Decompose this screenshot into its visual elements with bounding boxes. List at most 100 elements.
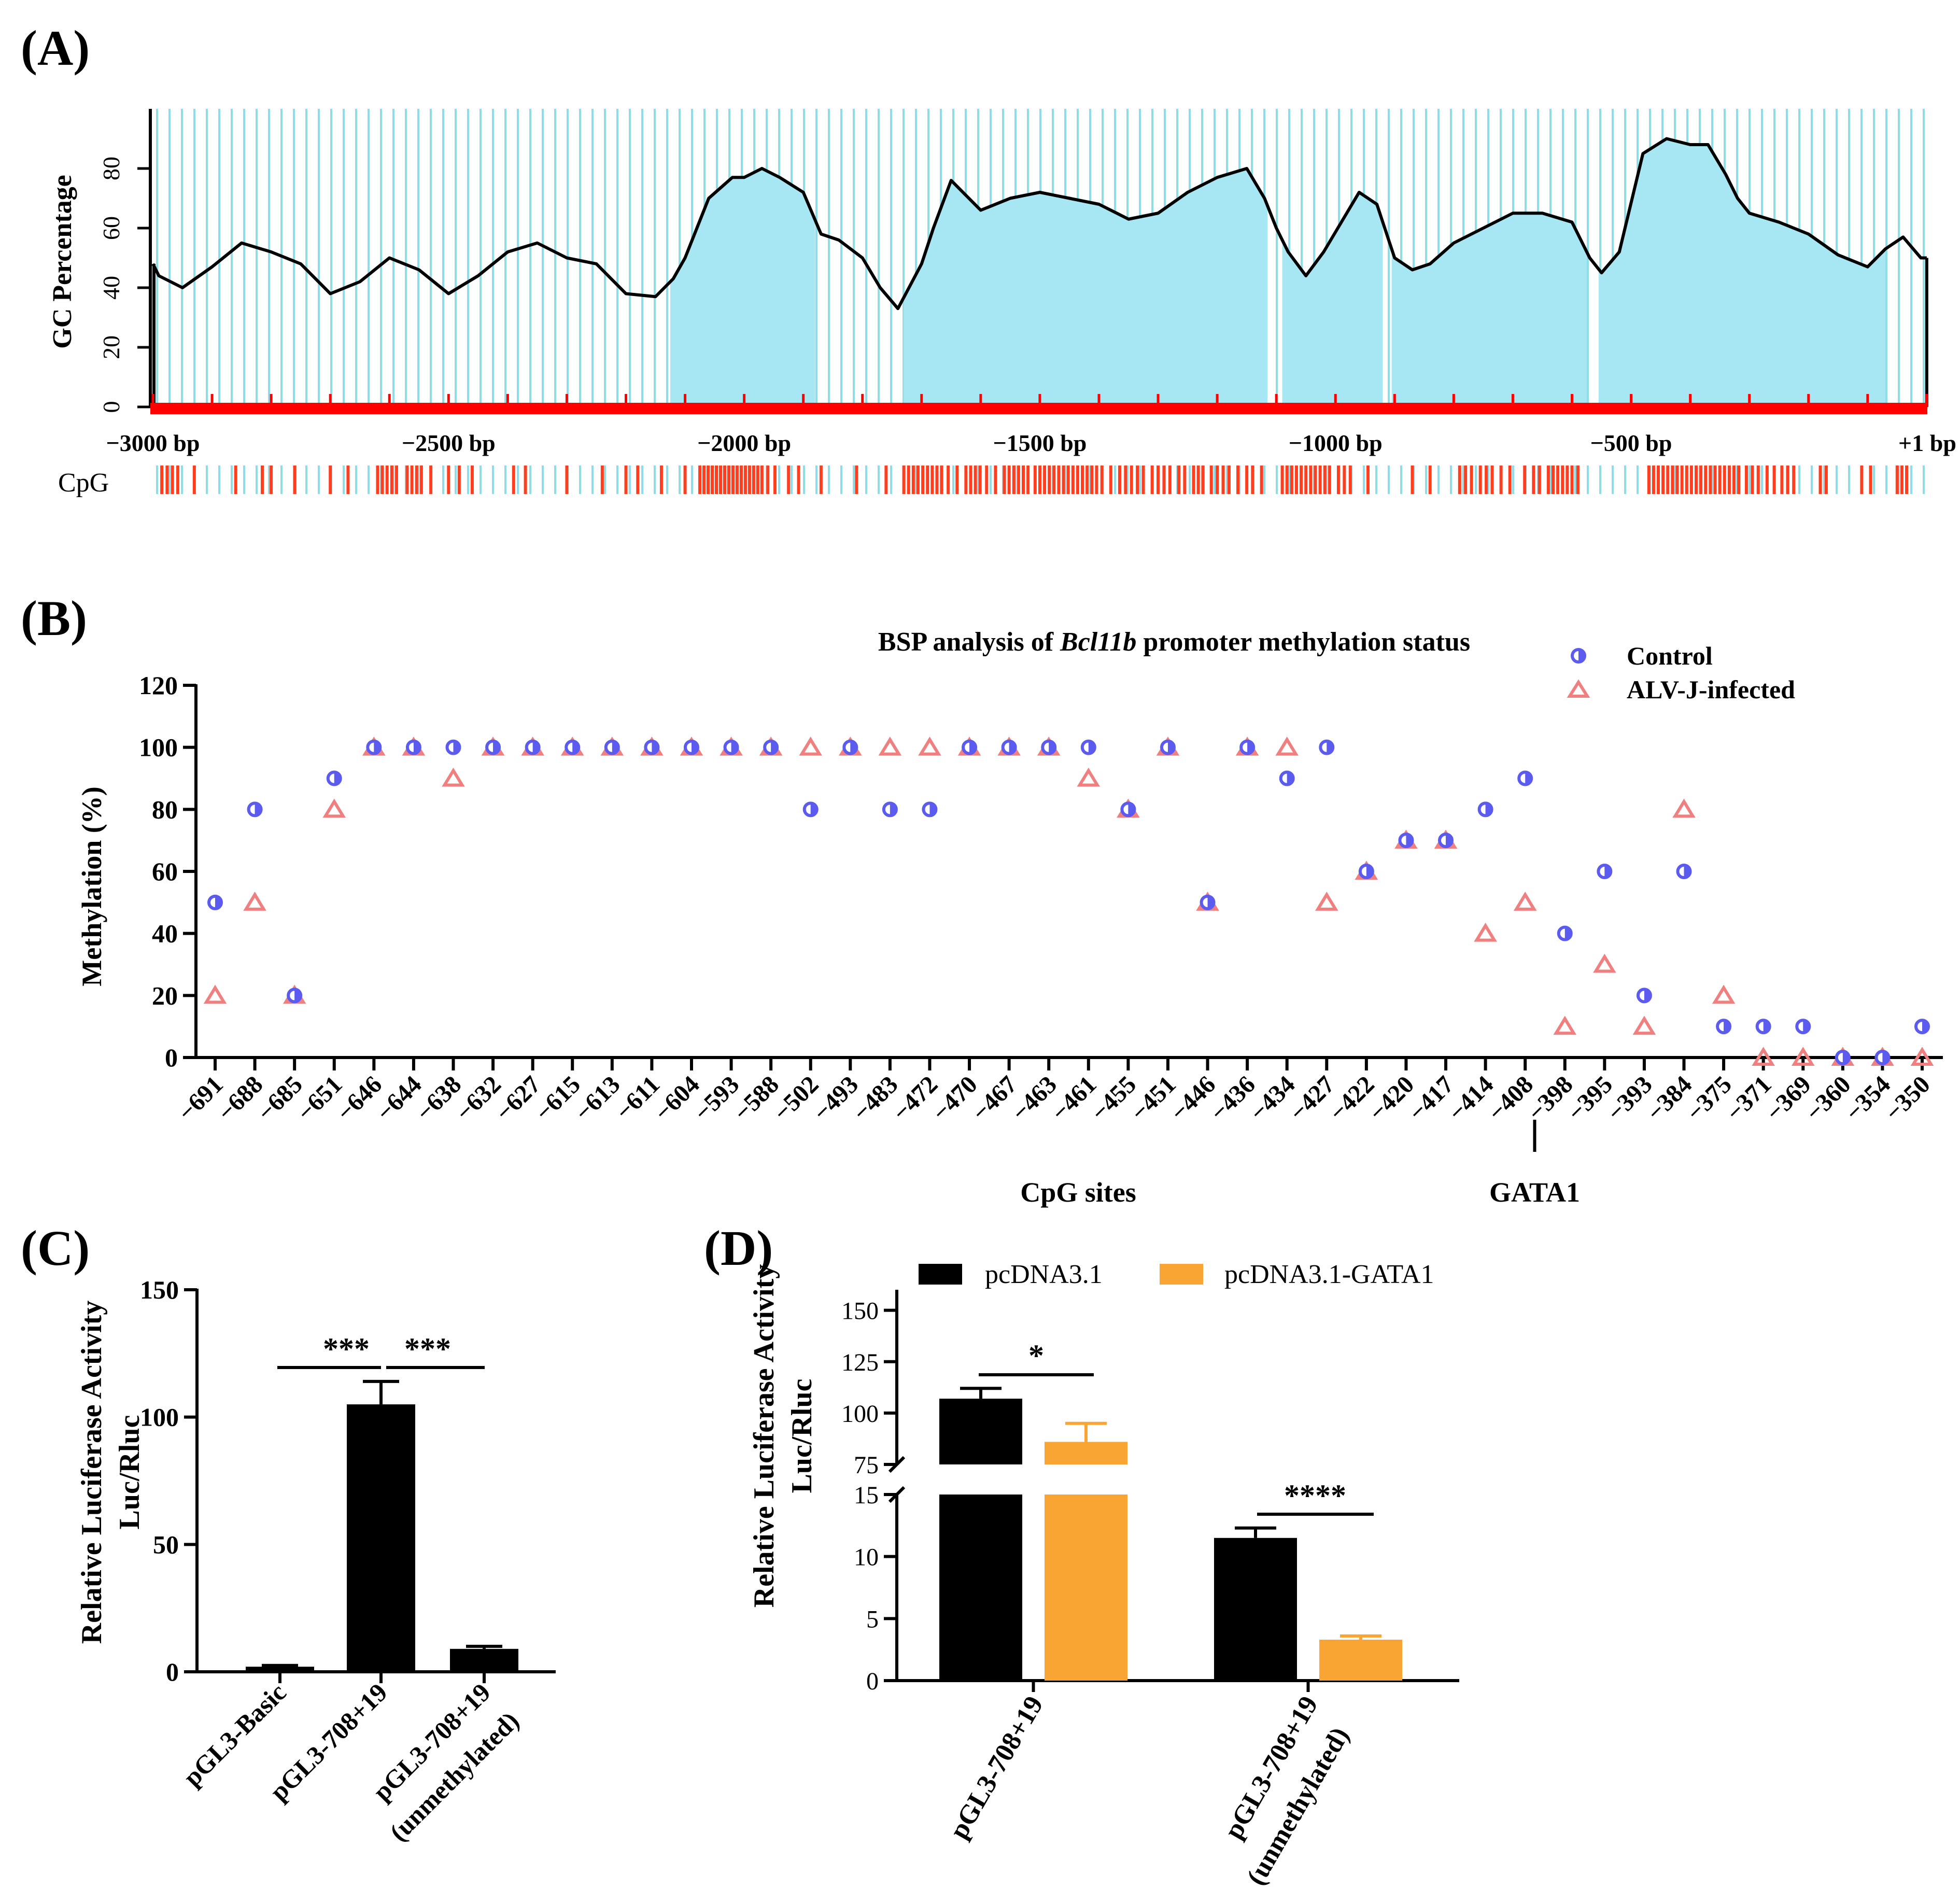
cpg-site-mark bbox=[711, 466, 714, 494]
control-point-fill bbox=[1684, 865, 1690, 878]
cpg-site-label: −369 bbox=[1760, 1070, 1816, 1126]
cpg-site-mark bbox=[766, 466, 770, 494]
control-point-fill bbox=[374, 741, 380, 754]
cpg-site-label: −427 bbox=[1284, 1070, 1340, 1126]
cpg-site-mark bbox=[1718, 466, 1722, 494]
alvj-point bbox=[1553, 1016, 1577, 1035]
cpg-site-mark bbox=[160, 466, 164, 494]
cpg-site-label: −446 bbox=[1165, 1070, 1221, 1126]
cpg-site-label: −651 bbox=[292, 1070, 348, 1126]
cpg-site-mark bbox=[234, 466, 237, 494]
methylation-points bbox=[203, 736, 1934, 1066]
d-y-tick-label: 15 bbox=[854, 1482, 879, 1509]
alvj-point bbox=[918, 736, 941, 756]
cpg-site-mark bbox=[1675, 466, 1679, 494]
gc-x-tick-labels: −3000 bp −2500 bp −2000 bp −1500 bp −1000 bp… bbox=[106, 430, 1956, 456]
cpg-site-mark bbox=[419, 466, 423, 494]
control-point-fill bbox=[929, 803, 936, 816]
cpg-site-mark bbox=[1071, 466, 1075, 494]
methylation-y-axis-label: Methylation (%) bbox=[76, 786, 107, 986]
cpg-site-mark bbox=[1895, 466, 1899, 494]
cpg-site-mark bbox=[1366, 466, 1370, 494]
control-point-fill bbox=[1128, 803, 1135, 816]
cpg-site-mark bbox=[346, 466, 350, 494]
cpg-site-mark bbox=[1162, 466, 1166, 494]
cpg-site-mark bbox=[1695, 466, 1698, 494]
cpg-site-mark bbox=[171, 466, 174, 494]
panel-c-label: (C) bbox=[21, 1220, 90, 1276]
control-point-fill bbox=[1842, 1051, 1849, 1064]
alvj-point bbox=[1672, 798, 1696, 818]
cpg-site-label: −395 bbox=[1562, 1070, 1618, 1126]
cpg-site-mark bbox=[1280, 466, 1284, 494]
cpg-site-mark bbox=[1157, 466, 1160, 494]
cpg-site-mark bbox=[270, 466, 273, 494]
c-bar bbox=[347, 1404, 415, 1672]
cpg-site-mark bbox=[1666, 466, 1670, 494]
control-point-fill bbox=[1287, 772, 1293, 785]
cpg-site-mark bbox=[1348, 466, 1352, 494]
cpg-site-label: −451 bbox=[1125, 1070, 1181, 1126]
cpg-site-label: −644 bbox=[371, 1070, 427, 1126]
cpg-site-label: −463 bbox=[1006, 1070, 1062, 1126]
cpg-site-mark bbox=[1323, 466, 1327, 494]
c-bar bbox=[246, 1667, 314, 1672]
control-point-fill bbox=[1803, 1020, 1810, 1033]
cpg-site-mark bbox=[760, 466, 764, 494]
control-point-fill bbox=[493, 741, 500, 754]
cpg-site-mark bbox=[1671, 466, 1674, 494]
control-point-fill bbox=[215, 896, 222, 909]
control-point-fill bbox=[1604, 865, 1611, 878]
control-point-fill bbox=[1763, 1020, 1770, 1033]
gc-x-tick-label: +1 bp bbox=[1898, 430, 1956, 456]
d-significance-mark: * bbox=[1028, 1338, 1044, 1373]
d-category-label: pGL3-708+19 bbox=[944, 1691, 1049, 1844]
cpg-site-mark bbox=[907, 466, 910, 494]
d-significance-mark: **** bbox=[1284, 1478, 1346, 1513]
cpg-site-mark bbox=[261, 466, 264, 494]
cpg-site-mark bbox=[600, 466, 604, 494]
d-bar-lower bbox=[1045, 1495, 1127, 1681]
d-legend-label-pcdna: pcDNA3.1 bbox=[985, 1260, 1103, 1289]
cpg-site-label: −420 bbox=[1363, 1070, 1419, 1126]
cpg-site-label: −588 bbox=[728, 1070, 784, 1126]
alvj-point bbox=[1474, 922, 1497, 942]
cpg-site-mark bbox=[429, 466, 433, 494]
cpg-site-mark bbox=[1304, 466, 1308, 494]
methylation-axes bbox=[183, 684, 1943, 1070]
gc-line bbox=[151, 137, 1927, 311]
cpg-site-mark bbox=[1038, 466, 1041, 494]
cpg-site-label: −613 bbox=[570, 1070, 626, 1126]
control-point-fill bbox=[1366, 865, 1373, 878]
methylation-y-tick-label: 60 bbox=[152, 857, 178, 886]
cpg-site-label: −455 bbox=[1085, 1070, 1141, 1126]
cpg-site-mark bbox=[1150, 466, 1154, 494]
cpg-site-mark bbox=[1100, 466, 1104, 494]
cpg-site-mark bbox=[1251, 466, 1254, 494]
methylation-chart-title: BSP analysis of Bcl11b promoter methylat… bbox=[878, 627, 1470, 657]
cpg-site-label: −688 bbox=[213, 1070, 269, 1126]
cpg-site-mark bbox=[512, 466, 515, 494]
gc-percentage-line bbox=[151, 137, 1928, 407]
cpg-site-mark bbox=[1905, 466, 1909, 494]
cpg-site-label: −604 bbox=[649, 1070, 705, 1126]
cpg-site-mark bbox=[1428, 466, 1432, 494]
cpg-site-mark bbox=[624, 466, 628, 494]
cpg-site-mark bbox=[1130, 466, 1133, 494]
cpg-site-mark bbox=[1177, 466, 1180, 494]
methylation-y-tick-label: 80 bbox=[152, 795, 178, 824]
d-y-tick-label: 150 bbox=[841, 1298, 879, 1325]
cpg-site-mark bbox=[1328, 466, 1331, 494]
c-y-axis-label-line2: Luc/Rluc bbox=[114, 1415, 146, 1530]
cpg-site-mark bbox=[1192, 466, 1195, 494]
gc-x-tick-label: −3000 bp bbox=[106, 430, 200, 456]
cpg-site-mark bbox=[1824, 466, 1828, 494]
cpg-site-mark bbox=[819, 466, 823, 494]
control-point-fill bbox=[413, 741, 420, 754]
control-point-fill bbox=[1207, 896, 1214, 909]
d-bar-upper bbox=[939, 1399, 1022, 1464]
control-point-fill bbox=[1167, 741, 1174, 754]
cpg-site-mark bbox=[985, 466, 989, 494]
cpg-site-mark bbox=[723, 466, 726, 494]
methylation-y-tick-labels: 0 20 40 60 80 100 120 bbox=[139, 671, 178, 1072]
